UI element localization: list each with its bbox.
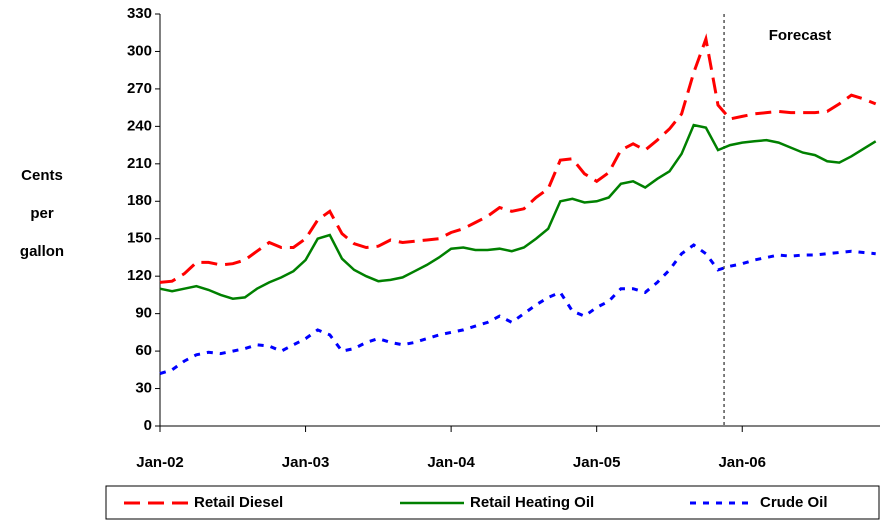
legend-label: Retail Heating Oil bbox=[470, 494, 594, 511]
y-tick-label: 210 bbox=[127, 155, 152, 172]
y-tick-label: 270 bbox=[127, 80, 152, 97]
x-tick-label: Jan-02 bbox=[136, 454, 184, 471]
y-tick-label: 90 bbox=[135, 305, 152, 322]
y-tick-label: 300 bbox=[127, 42, 152, 59]
legend-box bbox=[105, 485, 880, 520]
y-tick-label: 240 bbox=[127, 117, 152, 134]
y-tick-label: 180 bbox=[127, 192, 152, 209]
y-axis-label: Cents bbox=[21, 167, 63, 184]
legend-label: Crude Oil bbox=[760, 494, 828, 511]
y-axis-label: gallon bbox=[20, 243, 64, 260]
series-line bbox=[159, 123, 877, 300]
legend-label: Retail Diesel bbox=[194, 494, 283, 511]
x-tick-label: Jan-05 bbox=[573, 454, 621, 471]
y-tick-label: 60 bbox=[135, 342, 152, 359]
x-tick-label: Jan-04 bbox=[427, 454, 475, 471]
y-tick-label: 330 bbox=[127, 5, 152, 22]
series-line bbox=[159, 243, 876, 376]
x-tick-label: Jan-06 bbox=[718, 454, 766, 471]
y-axis-label: per bbox=[30, 205, 54, 222]
y-tick-label: 120 bbox=[127, 267, 152, 284]
forecast-label: Forecast bbox=[769, 27, 832, 44]
y-tick-label: 150 bbox=[127, 230, 152, 247]
y-tick-label: 0 bbox=[144, 417, 152, 434]
series-line bbox=[159, 33, 877, 284]
x-tick-label: Jan-03 bbox=[282, 454, 330, 471]
y-tick-label: 30 bbox=[135, 380, 152, 397]
